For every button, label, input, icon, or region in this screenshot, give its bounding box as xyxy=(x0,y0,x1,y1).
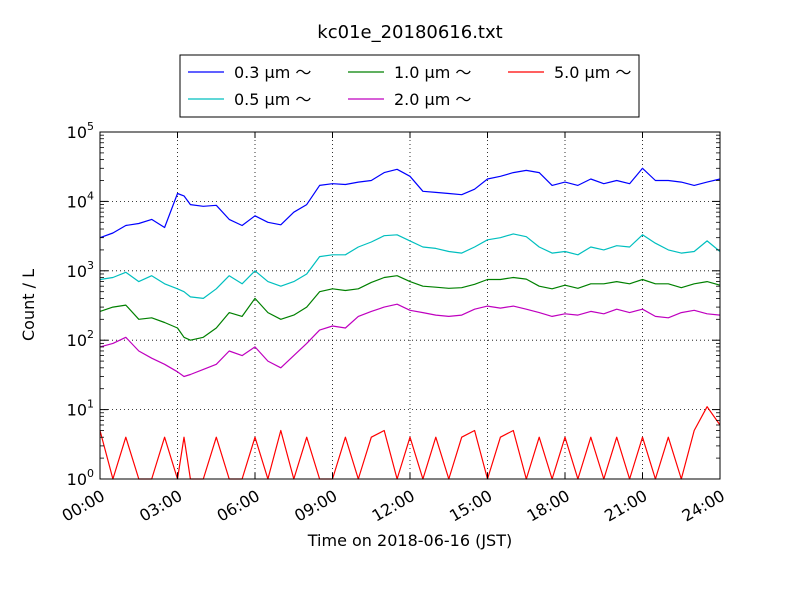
series-line-3 xyxy=(99,303,721,378)
series-line-1 xyxy=(99,233,721,299)
grid xyxy=(100,132,720,479)
legend-label: 0.3 μm ～ xyxy=(234,63,311,82)
legend: 0.3 μm ～ 0.5 μm ～ 1.0 μm ～ 2.0 μm ～ 5.0 μm ～ xyxy=(179,54,640,118)
y-tick-label: 101 xyxy=(67,398,94,420)
y-tick-labels: 100 101 102 103 104 105 xyxy=(67,120,94,489)
y-tick-label: 105 xyxy=(67,120,94,142)
legend-label: 0.5 μm ～ xyxy=(234,90,311,109)
x-axis-label: Time on 2018-06-16 (JST) xyxy=(307,531,512,550)
y-tick-label: 100 xyxy=(67,467,94,489)
axis-ticks xyxy=(99,131,721,480)
chart-title: kc01e_20180616.txt xyxy=(317,22,502,43)
legend-label: 5.0 μm ～ xyxy=(554,63,631,82)
series-line-2 xyxy=(99,275,721,341)
y-tick-label: 102 xyxy=(67,328,94,350)
legend-label: 2.0 μm ～ xyxy=(394,90,471,109)
y-tick-label: 104 xyxy=(67,189,94,211)
legend-label: 1.0 μm ～ xyxy=(394,63,471,82)
y-tick-label: 103 xyxy=(67,259,94,281)
legend-box xyxy=(179,54,640,118)
y-axis-label: Count / L xyxy=(19,269,38,341)
series-line-0 xyxy=(99,167,721,239)
